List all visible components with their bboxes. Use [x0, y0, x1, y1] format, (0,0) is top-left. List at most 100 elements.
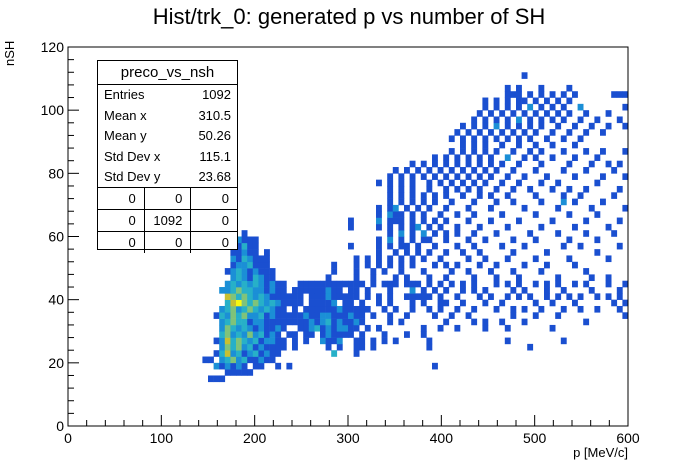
- heatmap-cell: [359, 299, 366, 307]
- heatmap-cell: [387, 185, 394, 193]
- overflow-cell: 0: [145, 232, 192, 253]
- heatmap-cell: [264, 356, 270, 364]
- heatmap-cell: [398, 192, 405, 199]
- heatmap-cell: [292, 305, 298, 313]
- heatmap-cell: [622, 148, 629, 155]
- heatmap-cell: [527, 148, 534, 155]
- heatmap-cell: [381, 331, 388, 338]
- x-tick-label: 400: [430, 430, 454, 446]
- heatmap-cell: [572, 198, 578, 206]
- heatmap-cell: [314, 287, 321, 294]
- heatmap-cell: [252, 362, 259, 370]
- heatmap-cell: [454, 223, 461, 231]
- x-axis-label: p [MeV/c]: [573, 445, 628, 460]
- heatmap-cell: [560, 167, 567, 174]
- heatmap-cell: [359, 331, 366, 338]
- heatmap-cell: [454, 324, 461, 332]
- heatmap-cell: [516, 84, 522, 92]
- overflow-cell: 1092: [145, 210, 192, 231]
- heatmap-cell: [510, 91, 517, 98]
- heatmap-cell: [409, 217, 416, 225]
- heatmap-cell: [236, 261, 242, 269]
- heatmap-cell: [320, 318, 326, 326]
- heatmap-cell: [252, 274, 259, 282]
- heatmap-cell: [387, 223, 394, 231]
- heatmap-cell: [577, 293, 584, 300]
- heatmap-cell: [353, 280, 360, 288]
- heatmap-cell: [566, 211, 573, 218]
- heatmap-cell: [320, 280, 326, 288]
- heatmap-cell: [560, 148, 567, 155]
- heatmap-cell: [409, 223, 416, 231]
- heatmap-cell: [538, 223, 545, 231]
- heatmap-cell: [342, 280, 349, 288]
- heatmap-cell: [566, 293, 573, 300]
- heatmap-cell: [532, 312, 539, 319]
- heatmap-cell: [280, 324, 287, 332]
- heatmap-cell: [331, 280, 338, 288]
- heatmap-cell: [286, 331, 293, 338]
- heatmap-cell: [594, 154, 601, 161]
- heatmap-cell: [409, 211, 416, 218]
- heatmap-cell: [376, 223, 382, 231]
- heatmap-cell: [409, 230, 416, 237]
- heatmap-cell: [247, 331, 254, 338]
- heatmap-cell: [219, 343, 226, 351]
- heatmap-cell: [426, 167, 433, 174]
- heatmap-cell: [219, 362, 226, 370]
- stats-label: Std Dev y: [104, 169, 161, 184]
- heatmap-cell: [398, 211, 405, 218]
- heatmap-cell: [387, 204, 394, 212]
- heatmap-cell: [236, 287, 242, 294]
- heatmap-cell: [252, 324, 259, 332]
- heatmap-cell: [516, 135, 522, 143]
- heatmap-cell: [426, 305, 433, 313]
- heatmap-cell: [236, 331, 242, 338]
- heatmap-cell: [437, 305, 444, 313]
- heatmap-cell: [443, 249, 450, 256]
- heatmap-cell: [308, 299, 315, 307]
- heatmap-cell: [230, 287, 237, 294]
- heatmap-cell: [241, 318, 248, 326]
- heatmap-cell: [348, 331, 354, 338]
- heatmap-cell: [236, 350, 242, 357]
- heatmap-cell: [488, 173, 494, 180]
- heatmap-cell: [269, 280, 276, 288]
- heatmap-cell: [236, 236, 242, 244]
- heatmap-cell: [583, 148, 590, 155]
- heatmap-cell: [616, 160, 623, 168]
- heatmap-cell: [510, 167, 517, 174]
- heatmap-cell: [353, 261, 360, 269]
- heatmap-cell: [269, 356, 276, 364]
- heatmap-cell: [325, 337, 332, 345]
- heatmap-cell: [387, 198, 394, 206]
- heatmap-cell: [454, 293, 461, 300]
- heatmap-cell: [213, 337, 220, 345]
- heatmap-cell: [241, 268, 248, 275]
- heatmap-cell: [381, 337, 388, 345]
- heatmap-cell: [320, 293, 326, 300]
- heatmap-cell: [404, 331, 410, 338]
- heatmap-cell: [336, 343, 343, 351]
- heatmap-cell: [297, 324, 304, 332]
- heatmap-cell: [448, 135, 455, 143]
- heatmap-cell: [583, 110, 590, 117]
- heatmap-cell: [224, 268, 231, 275]
- heatmap-cell: [504, 122, 511, 130]
- heatmap-cell: [236, 242, 242, 250]
- heatmap-cell: [471, 318, 478, 326]
- heatmap-cell: [258, 318, 265, 326]
- heatmap-cell: [611, 167, 618, 174]
- heatmap-cell: [376, 179, 382, 187]
- heatmap-cell: [611, 91, 618, 98]
- heatmap-cell: [443, 160, 450, 168]
- heatmap-cell: [264, 350, 270, 357]
- x-tick-label: 300: [336, 430, 360, 446]
- heatmap-cell: [409, 185, 416, 193]
- heatmap-cell: [605, 255, 612, 263]
- heatmap-cell: [381, 305, 388, 313]
- heatmap-cell: [275, 331, 282, 338]
- heatmap-cell: [292, 293, 298, 300]
- heatmap-cell: [454, 173, 461, 180]
